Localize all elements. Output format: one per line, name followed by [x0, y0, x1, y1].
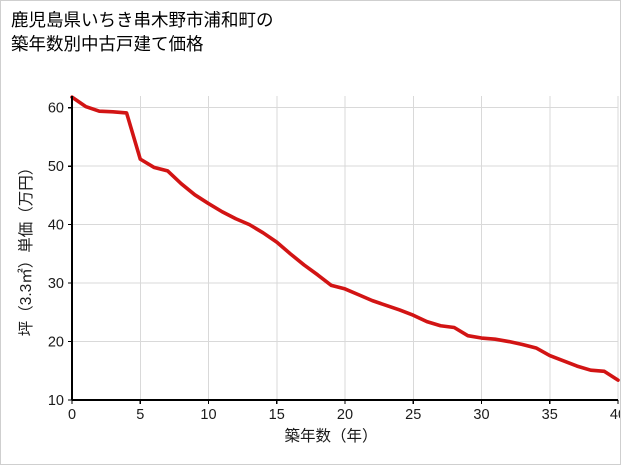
x-tick-labels-group: 0 5 10 15 20 25 30 35 40: [68, 400, 621, 423]
y-tick-labels-group: 10 20 30 40 50 60: [48, 101, 72, 409]
x-tick-label: 40: [610, 407, 621, 423]
y-tick-label: 40: [48, 218, 64, 234]
x-tick-label: 25: [405, 407, 421, 423]
y-axis-title: 坪（3.3㎡）単価（万円）: [17, 160, 35, 337]
gridlines-group: [72, 96, 619, 400]
y-tick-label: 50: [48, 159, 64, 175]
x-tick-label: 15: [269, 407, 285, 423]
title-line-2: 築年数別中古戸建て価格: [11, 34, 204, 54]
x-tick-label: 10: [200, 407, 216, 423]
page-title: 鹿児島県いちき串木野市浦和町の 築年数別中古戸建て価格: [11, 8, 611, 56]
x-tick-label: 35: [542, 407, 558, 423]
y-tick-label: 60: [48, 101, 64, 117]
y-tick-label: 30: [48, 276, 64, 292]
x-axis-title: 築年数（年）: [284, 427, 377, 445]
data-series-line: [70, 95, 620, 382]
y-tick-label: 10: [48, 393, 64, 409]
y-tick-label: 20: [48, 335, 64, 351]
series-group: [70, 95, 620, 382]
x-tick-label: 30: [473, 407, 489, 423]
x-tick-label: 5: [136, 407, 144, 423]
x-tick-label: 20: [337, 407, 353, 423]
title-line-1: 鹿児島県いちき串木野市浦和町の: [11, 10, 274, 30]
x-tick-label: 0: [68, 407, 76, 423]
